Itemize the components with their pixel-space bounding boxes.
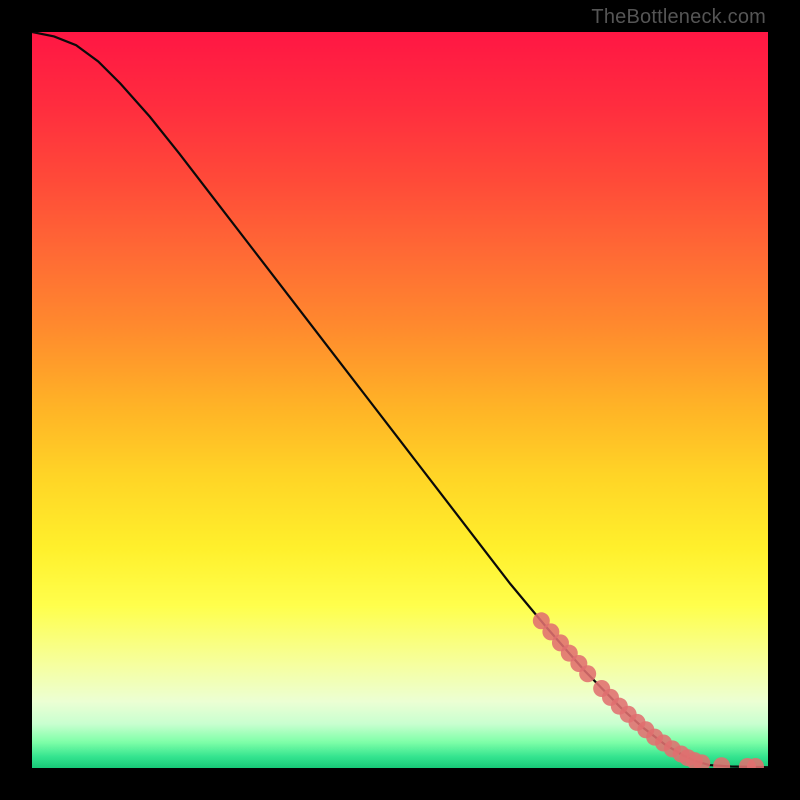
frame-bottom: [0, 768, 800, 800]
bottleneck-curve: [32, 32, 768, 767]
data-marker: [713, 757, 730, 768]
data-markers-group: [533, 612, 764, 768]
frame-right: [768, 0, 800, 800]
source-watermark: TheBottleneck.com: [591, 6, 766, 29]
chart-overlay-svg: [32, 32, 768, 768]
frame-left: [0, 0, 32, 800]
data-marker: [579, 665, 596, 682]
